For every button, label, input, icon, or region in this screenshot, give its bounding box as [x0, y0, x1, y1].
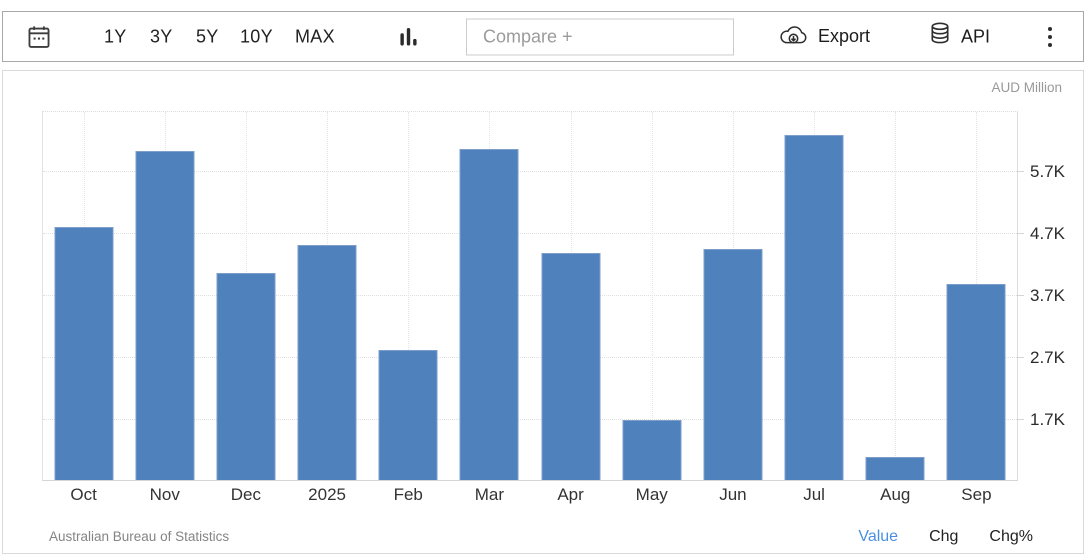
column-may: May [611, 112, 692, 504]
x-label-oct: Oct [70, 485, 97, 504]
bar-feb[interactable] [378, 350, 438, 480]
y-tick-label-3.7K: 3.7K [1030, 286, 1065, 305]
bar-dec[interactable] [216, 273, 276, 480]
y-tick-mark-2.7K [1017, 357, 1024, 359]
range-button-10y[interactable]: 10Y [240, 26, 273, 46]
export-label: Export [818, 26, 871, 46]
x-label-aug: Aug [880, 485, 911, 504]
tab-chg[interactable]: Chg [929, 528, 959, 545]
plot-area: 5.7K 4.7K 3.7K 2.7K 1.7K Oct Nov Dec 2025 Feb Mar A… [42, 111, 1065, 504]
more-options-button[interactable] [1047, 26, 1053, 48]
x-gridline-may [651, 112, 653, 480]
column-mar: Mar [449, 112, 530, 504]
bar-mar[interactable] [459, 148, 519, 480]
tab-value[interactable]: Value [858, 528, 899, 545]
database-icon [928, 21, 952, 52]
x-gridline-feb [408, 112, 410, 480]
api-label: API [961, 26, 991, 46]
y-axis-unit-label: AUD Million [991, 80, 1062, 95]
x-label-nov: Nov [149, 485, 180, 504]
x-label-mar: Mar [474, 485, 505, 504]
api-button[interactable]: API [928, 21, 990, 52]
y-tick-mark-3.7K [1017, 295, 1024, 296]
y-tick-label-4.7K: 4.7K [1030, 223, 1065, 243]
bar-jul[interactable] [784, 135, 844, 480]
bar-apr[interactable] [541, 253, 601, 480]
kebab-menu-icon [1047, 26, 1053, 48]
bar-2025[interactable] [297, 245, 357, 480]
range-button-max[interactable]: MAX [295, 26, 335, 46]
column-apr: Apr [530, 112, 611, 504]
x-label-jun: Jun [719, 485, 747, 504]
bar-aug[interactable] [865, 457, 925, 480]
y-tick-label-5.7K: 5.7K [1030, 161, 1065, 181]
x-gridline-aug [895, 112, 897, 480]
chart-container: AUD Million 5.7K 4.7K 3.7K 2.7K 1.7K Oct Nov De… [2, 70, 1084, 554]
y-gridline-1.7K [43, 419, 1017, 421]
export-button[interactable]: Export [778, 23, 870, 51]
y-tick-mark-1.7K [1017, 419, 1024, 421]
x-label-jul: Jul [803, 485, 825, 504]
compare-input[interactable] [466, 18, 734, 55]
y-gridline-2.7K [43, 357, 1017, 359]
x-label-sep: Sep [961, 485, 992, 504]
x-label-apr: Apr [557, 485, 584, 504]
y-gridline-4.7K [43, 232, 1017, 234]
y-gridline-3.7K [43, 295, 1017, 296]
y-gridline-5.7K [43, 170, 1017, 172]
bar-nov[interactable] [135, 151, 195, 480]
bar-oct[interactable] [54, 227, 114, 480]
range-button-3y[interactable]: 3Y [150, 26, 173, 46]
chart-toolbar: 1Y 3Y 5Y 10Y MAX Export [2, 11, 1084, 62]
column-nov: Nov [124, 112, 205, 504]
chart-type-button[interactable] [399, 25, 418, 48]
column-2025: 2025 [287, 112, 368, 504]
bar-sep[interactable] [946, 283, 1006, 480]
x-label-dec: Dec [230, 485, 262, 504]
column-oct: Oct [43, 112, 124, 504]
column-jul: Jul [774, 112, 855, 504]
bar-jun[interactable] [703, 248, 763, 480]
y-tick-label-1.7K: 1.7K [1030, 410, 1065, 430]
column-feb: Feb [368, 112, 449, 504]
x-label-2025: 2025 [308, 485, 346, 504]
tab-chg-pct[interactable]: Chg% [989, 528, 1033, 545]
series-mode-tabs: Value Chg Chg% [858, 528, 1033, 546]
cloud-download-icon [778, 23, 809, 51]
bar-may[interactable] [622, 419, 682, 480]
calendar-button[interactable] [26, 23, 52, 50]
calendar-icon [26, 23, 52, 50]
x-label-may: May [635, 485, 668, 504]
y-tick-mark-4.7K [1017, 232, 1024, 234]
range-button-5y[interactable]: 5Y [196, 26, 219, 46]
x-label-feb: Feb [393, 485, 423, 504]
y-tick-label-2.7K: 2.7K [1030, 348, 1065, 368]
range-button-1y[interactable]: 1Y [104, 26, 127, 46]
source-attribution: Australian Bureau of Statistics [49, 529, 230, 544]
y-tick-mark-5.7K [1017, 170, 1024, 172]
column-jun: Jun [692, 112, 773, 504]
column-sep: Sep [936, 112, 1017, 504]
column-dec: Dec [205, 112, 286, 504]
column-aug: Aug [855, 112, 936, 504]
column-chart-icon [399, 25, 418, 48]
